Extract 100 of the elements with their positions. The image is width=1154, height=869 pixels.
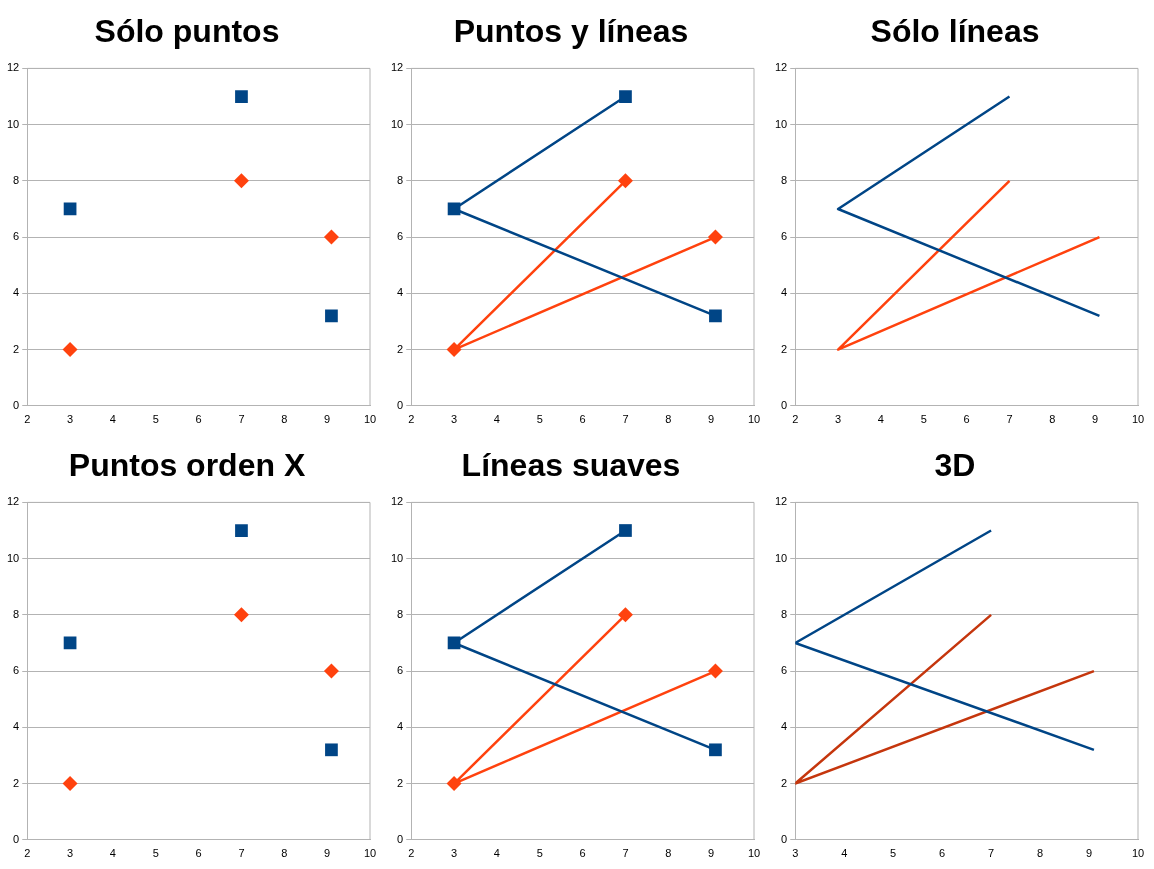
y-tick-label: 4 — [13, 720, 20, 733]
y-tick-label: 6 — [781, 664, 788, 677]
x-tick-label: 10 — [363, 413, 377, 426]
y-tick-label: 12 — [6, 495, 20, 508]
x-tick-label: 9 — [1085, 847, 1093, 860]
point — [707, 229, 723, 245]
x-tick-label: 6 — [579, 847, 586, 860]
x-tick-label: 5 — [890, 847, 897, 860]
point — [617, 173, 633, 189]
chart-title: Puntos orden X — [68, 447, 306, 484]
chart-title: Sólo puntos — [94, 13, 280, 50]
y-tick-label: 2 — [13, 776, 20, 789]
chart-title: Puntos y líneas — [453, 13, 689, 50]
point — [323, 663, 339, 679]
y-tick-label: 0 — [13, 832, 20, 845]
chart-title: 3D — [934, 447, 976, 484]
x-tick-label: 4 — [109, 413, 116, 426]
y-tick-label: 0 — [781, 832, 788, 845]
x-tick-label: 8 — [1049, 413, 1056, 426]
point — [707, 663, 723, 679]
point — [709, 309, 722, 323]
x-tick-label: 2 — [792, 413, 799, 426]
x-tick-label: 9 — [324, 847, 331, 860]
point — [235, 524, 248, 537]
point — [233, 173, 249, 189]
x-tick-label: 10 — [747, 413, 761, 426]
point — [446, 776, 462, 792]
x-tick-label: 8 — [665, 413, 672, 426]
y-tick-label: 12 — [774, 495, 788, 508]
x-tick-label: 10 — [1131, 847, 1145, 860]
x-tick-label: 10 — [1131, 413, 1145, 426]
point — [62, 776, 78, 792]
y-tick-label: 10 — [390, 551, 404, 564]
y-tick-label: 10 — [774, 551, 788, 564]
x-tick-label: 6 — [939, 847, 946, 860]
chart-title: Líneas suaves — [461, 447, 681, 484]
x-tick-label: 6 — [963, 413, 970, 426]
x-tick-label: 9 — [708, 847, 715, 860]
x-tick-label: 9 — [708, 413, 715, 426]
x-tick-label: 7 — [1006, 413, 1013, 426]
x-tick-label: 10 — [363, 847, 377, 860]
x-tick-label: 8 — [1037, 847, 1044, 860]
point — [325, 743, 338, 757]
y-tick-label: 0 — [397, 832, 404, 845]
x-tick-label: 3 — [792, 847, 799, 860]
y-tick-label: 2 — [781, 342, 788, 355]
x-tick-label: 5 — [536, 413, 543, 426]
x-tick-label: 7 — [238, 847, 245, 860]
y-tick-label: 0 — [397, 398, 404, 411]
x-tick-label: 5 — [536, 847, 543, 860]
y-tick-label: 4 — [13, 286, 20, 299]
x-tick-label: 4 — [841, 847, 848, 860]
y-tick-label: 6 — [13, 664, 20, 677]
point — [446, 342, 462, 358]
x-tick-label: 3 — [451, 847, 458, 860]
y-tick-label: 12 — [390, 495, 404, 508]
y-tick-label: 0 — [13, 398, 20, 411]
x-tick-label: 4 — [109, 847, 116, 860]
x-tick-label: 6 — [195, 413, 202, 426]
point — [235, 90, 248, 103]
x-tick-label: 4 — [877, 413, 884, 426]
point — [233, 607, 249, 623]
point — [619, 90, 632, 103]
y-tick-label: 2 — [397, 776, 404, 789]
y-tick-label: 4 — [781, 286, 788, 299]
y-tick-label: 2 — [13, 342, 20, 355]
x-tick-label: 4 — [493, 847, 500, 860]
y-tick-label: 8 — [781, 607, 788, 620]
x-tick-label: 8 — [665, 847, 672, 860]
point — [62, 342, 78, 358]
x-tick-label: 2 — [24, 847, 31, 860]
y-tick-label: 6 — [397, 230, 404, 243]
y-tick-label: 0 — [781, 398, 788, 411]
y-tick-label: 8 — [13, 607, 20, 620]
y-tick-label: 6 — [781, 230, 788, 243]
y-tick-label: 8 — [13, 173, 20, 186]
x-tick-label: 2 — [24, 413, 31, 426]
x-tick-label: 8 — [281, 413, 288, 426]
x-tick-label: 5 — [920, 413, 927, 426]
x-tick-label: 2 — [408, 847, 415, 860]
y-tick-label: 6 — [13, 230, 20, 243]
point — [325, 309, 338, 323]
point — [617, 607, 633, 623]
y-tick-label: 4 — [397, 286, 404, 299]
point — [619, 524, 632, 537]
x-tick-label: 5 — [152, 847, 159, 860]
x-tick-label: 8 — [281, 847, 288, 860]
x-tick-label: 6 — [579, 413, 586, 426]
y-tick-label: 12 — [774, 61, 788, 74]
x-tick-label: 3 — [67, 847, 74, 860]
x-tick-label: 9 — [1092, 413, 1099, 426]
x-tick-label: 3 — [835, 413, 842, 426]
y-tick-label: 8 — [397, 607, 404, 620]
y-tick-label: 2 — [397, 342, 404, 355]
x-tick-label: 7 — [622, 847, 629, 860]
y-tick-label: 2 — [781, 776, 788, 789]
x-tick-label: 2 — [408, 413, 415, 426]
y-tick-label: 6 — [397, 664, 404, 677]
point — [709, 743, 722, 757]
y-tick-label: 10 — [6, 551, 20, 564]
